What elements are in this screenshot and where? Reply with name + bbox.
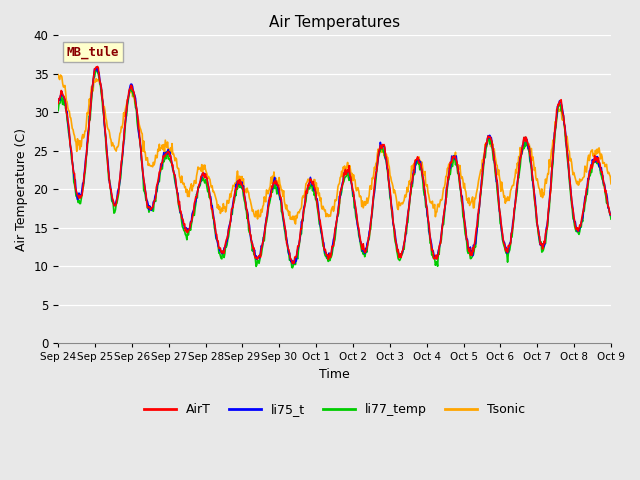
AirT: [289, 261, 296, 266]
Line: li75_t: li75_t: [58, 67, 611, 264]
Tsonic: [132, 102, 140, 108]
Y-axis label: Air Temperature (C): Air Temperature (C): [15, 128, 28, 251]
li77_temp: [312, 197, 320, 203]
Legend: AirT, li75_t, li77_temp, Tsonic: AirT, li75_t, li77_temp, Tsonic: [140, 398, 530, 421]
li77_temp: [292, 262, 300, 267]
li75_t: [132, 104, 140, 109]
li75_t: [56, 93, 64, 98]
li75_t: [312, 196, 320, 202]
Tsonic: [465, 195, 473, 201]
li75_t: [607, 211, 615, 217]
Line: li77_temp: li77_temp: [58, 69, 611, 268]
Tsonic: [56, 72, 64, 78]
AirT: [292, 254, 300, 260]
li77_temp: [466, 250, 474, 255]
li77_temp: [289, 265, 296, 271]
AirT: [466, 246, 474, 252]
AirT: [93, 63, 101, 69]
AirT: [452, 157, 460, 163]
li77_temp: [607, 216, 615, 222]
Tsonic: [290, 213, 298, 219]
Tsonic: [54, 72, 62, 78]
li75_t: [452, 153, 460, 159]
AirT: [132, 104, 140, 110]
li75_t: [292, 256, 300, 262]
AirT: [607, 212, 615, 218]
li77_temp: [452, 160, 460, 166]
Tsonic: [607, 181, 615, 187]
AirT: [54, 101, 62, 107]
AirT: [56, 94, 64, 99]
Line: Tsonic: Tsonic: [58, 75, 611, 224]
Tsonic: [312, 186, 319, 192]
AirT: [312, 196, 320, 202]
li75_t: [93, 64, 100, 70]
X-axis label: Time: Time: [319, 368, 350, 381]
Text: MB_tule: MB_tule: [67, 45, 119, 59]
Line: AirT: AirT: [58, 66, 611, 264]
Tsonic: [452, 149, 460, 155]
Tsonic: [292, 221, 300, 227]
li75_t: [289, 261, 296, 267]
li75_t: [466, 245, 474, 251]
li75_t: [54, 97, 62, 103]
li77_temp: [54, 108, 62, 114]
li77_temp: [92, 66, 100, 72]
li77_temp: [132, 105, 140, 111]
Title: Air Temperatures: Air Temperatures: [269, 15, 400, 30]
li77_temp: [56, 100, 64, 106]
